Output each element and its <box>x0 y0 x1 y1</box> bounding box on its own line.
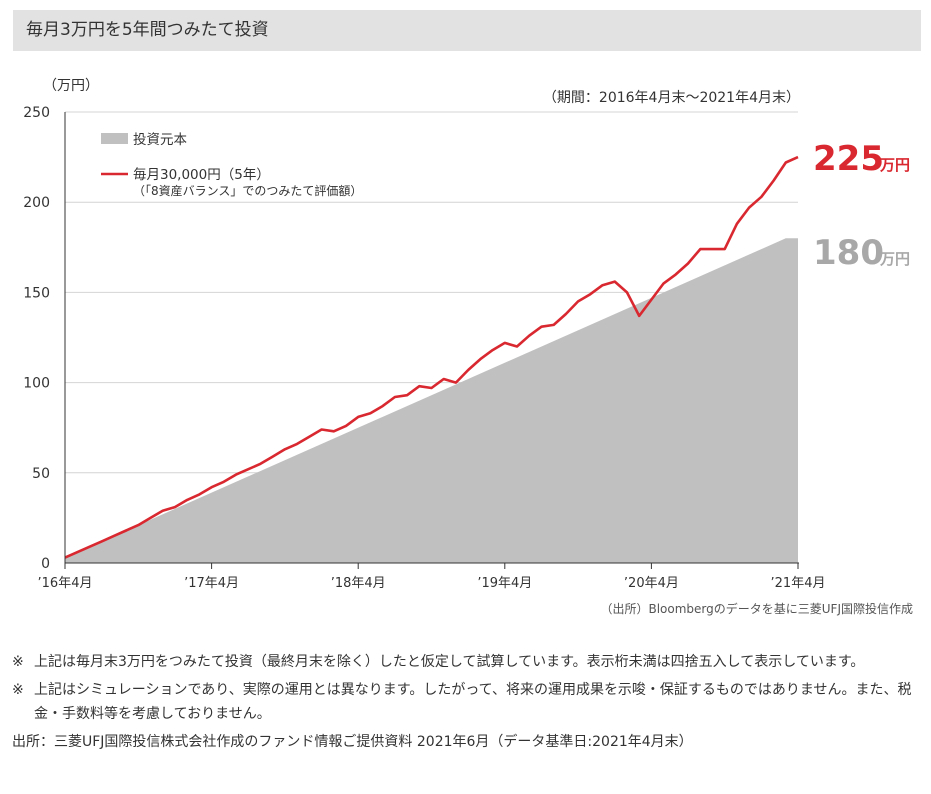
source-note: （出所）Bloombergのデータを基に三菱UFJ国際投信作成 <box>600 601 913 616</box>
y-tick-label: 50 <box>32 466 50 482</box>
footer-source: 出所：三菱UFJ国際投信株式会社作成のファンド情報ご提供資料 2021年6月（デ… <box>12 734 693 750</box>
notes: ※ 上記は毎月末3万円をつみたて投資（最終月末を除く）したと仮定して試算していま… <box>12 650 927 754</box>
end-value-valuation: 225 <box>813 139 884 179</box>
end-value-principal: 180 <box>813 233 884 273</box>
y-unit-label: （万円） <box>43 78 99 94</box>
y-tick-label: 100 <box>23 376 50 392</box>
x-tick-label: ’17年4月 <box>184 576 239 591</box>
note-text: 上記はシミュレーションであり、実際の運用とは異なります。したがって、将来の運用成… <box>34 682 912 722</box>
legend-label-principal: 投資元本 <box>133 132 187 148</box>
legend-swatch-principal <box>101 133 128 144</box>
note-mark: ※ <box>12 682 24 698</box>
legend-label-valuation: 毎月30,000円（5年） <box>133 167 270 183</box>
note-mark: ※ <box>12 654 24 670</box>
y-tick-label: 0 <box>41 556 50 572</box>
x-tick-label: ’20年4月 <box>624 576 679 591</box>
series-principal <box>65 238 798 563</box>
chart: 0 50 100 150 200 250 ’16年4月 ’17年4月 ’18年4月 ’19年4月 ’… <box>23 78 913 616</box>
chart-title-bar: 毎月3万円を5年間つみたて投資 <box>13 10 921 51</box>
y-tick-label: 150 <box>23 285 50 301</box>
x-tick-label: ’16年4月 <box>38 576 93 591</box>
x-tick-label: ’18年4月 <box>331 576 386 591</box>
note-1: ※ 上記は毎月末3万円をつみたて投資（最終月末を除く）したと仮定して試算していま… <box>12 650 927 674</box>
y-tick-label: 250 <box>23 105 50 121</box>
note-2: ※ 上記はシミュレーションであり、実際の運用とは異なります。したがって、将来の運… <box>12 678 927 726</box>
x-tick-label: ’21年4月 <box>771 576 826 591</box>
period-label: （期間：2016年4月末～2021年4月末） <box>543 90 800 106</box>
end-value-valuation-unit: 万円 <box>879 156 910 174</box>
x-tick-label: ’19年4月 <box>477 576 532 591</box>
y-tick-label: 200 <box>23 195 50 211</box>
end-value-principal-unit: 万円 <box>879 250 910 268</box>
area-principal <box>65 238 798 563</box>
line-valuation <box>64 155 799 559</box>
axes <box>64 112 799 569</box>
series-valuation <box>64 155 799 559</box>
note-text: 上記は毎月末3万円をつみたて投資（最終月末を除く）したと仮定して試算しています。… <box>34 654 865 670</box>
chart-title: 毎月3万円を5年間つみたて投資 <box>26 20 269 40</box>
chart-labels: 0 50 100 150 200 250 ’16年4月 ’17年4月 ’18年4月 ’19年4月 ’… <box>23 78 913 616</box>
legend-sublabel-valuation: （「8資産バランス」でのつみたて評価額） <box>133 183 362 198</box>
